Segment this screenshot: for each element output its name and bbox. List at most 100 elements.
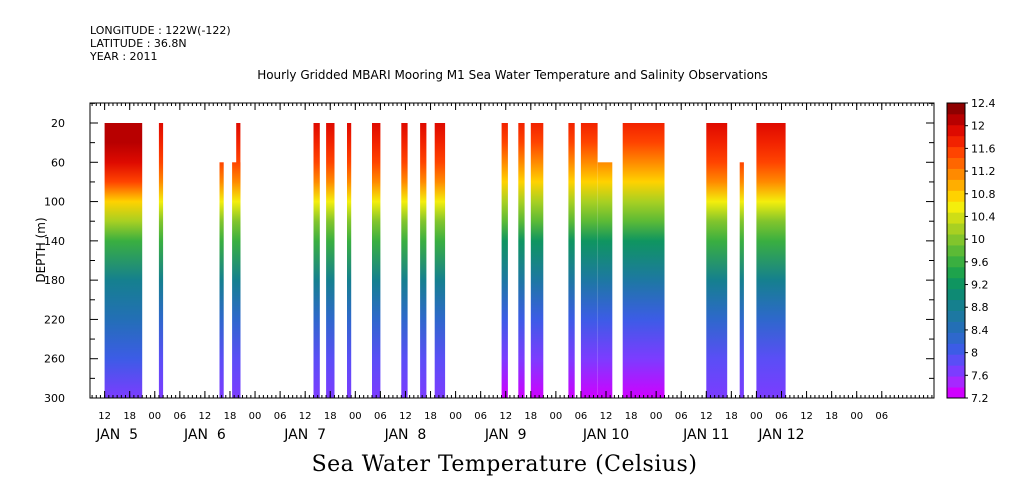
- colorbar-label: 11.6: [971, 142, 996, 155]
- y-tick-label: 300: [44, 392, 65, 405]
- longitude-label: LONGITUDE : 122W(-122): [90, 24, 231, 37]
- colorbar-swatch: [947, 179, 965, 191]
- x-hour-tick-label: 18: [725, 411, 738, 422]
- colorbar-swatch: [947, 365, 965, 377]
- x-hour-tick-label: 18: [324, 411, 337, 422]
- colorbar-label: 8: [971, 347, 978, 360]
- x-hour-tick-label: 00: [650, 411, 663, 422]
- variable-title: Sea Water Temperature (Celsius): [311, 452, 698, 477]
- data-segment-5: [236, 123, 241, 398]
- x-hour-tick-label: 06: [875, 411, 888, 422]
- data-segment-1: [104, 123, 143, 398]
- plot-frame: [89, 102, 935, 399]
- colorbar-label: 10.8: [971, 188, 996, 201]
- x-hour-tick-label: 12: [98, 411, 111, 422]
- colorbar-swatch: [947, 103, 965, 115]
- x-day-label: JAN 11: [682, 427, 729, 443]
- y-axis: 20 60 100 140 180 220 260 300: [44, 102, 934, 405]
- colorbar-swatch: [947, 288, 965, 301]
- colorbar-swatch: [947, 376, 965, 388]
- x-hour-tick-label: 12: [399, 411, 412, 422]
- data-segment-2: [158, 123, 164, 398]
- x-hour-tick-label: 06: [575, 411, 588, 422]
- x-day-label: JAN 12: [757, 427, 804, 443]
- x-hour-tick-label: 06: [173, 411, 186, 422]
- x-hour-tick-label: 06: [675, 411, 688, 422]
- x-hour-tick-label: 18: [625, 411, 638, 422]
- colorbar-frame: [946, 102, 966, 399]
- colorbar-label: 7.6: [971, 369, 989, 382]
- colorbar-label: 8.8: [971, 301, 989, 314]
- x-day-label: JAN 5: [95, 427, 138, 443]
- x-hour-tick-label: 18: [524, 411, 537, 422]
- colorbar-swatch: [947, 201, 965, 213]
- colorbar-swatch: [947, 245, 965, 257]
- x-hour-tick-label: 00: [750, 411, 763, 422]
- data-segment-22: [756, 123, 786, 398]
- data-segment-12: [434, 123, 446, 398]
- x-hour-tick-label: 06: [374, 411, 387, 422]
- x-hour-tick-label: 06: [274, 411, 287, 422]
- latitude-label: LATITUDE : 36.8N: [90, 37, 187, 50]
- colorbar-label: 8.4: [971, 324, 989, 337]
- x-day-label: JAN 6: [183, 427, 226, 443]
- y-tick-label: 260: [44, 353, 65, 366]
- y-tick-label: 20: [51, 117, 65, 130]
- colorbar-swatch: [947, 223, 965, 235]
- data-segment-21: [739, 162, 744, 398]
- x-hour-tick-label: 18: [224, 411, 237, 422]
- y-axis-label: DEPTH (m): [34, 217, 48, 282]
- y-tick-label: 180: [44, 274, 65, 287]
- y-tick-label: 140: [44, 235, 65, 248]
- colorbar-swatch: [947, 321, 965, 333]
- colorbar-label: 10.4: [971, 210, 996, 223]
- x-hour-tick-label: 00: [349, 411, 362, 422]
- colorbar-label: 12: [971, 120, 985, 133]
- colorbar-swatch: [947, 310, 965, 322]
- year-label: YEAR : 2011: [90, 50, 158, 63]
- colorbar-swatch: [947, 354, 965, 366]
- data-segment-11: [420, 123, 427, 398]
- x-hour-tick-label: 12: [800, 411, 813, 422]
- x-hour-tick-label: 00: [148, 411, 161, 422]
- data-segment-15: [530, 123, 544, 398]
- x-day-label: JAN 7: [283, 427, 326, 443]
- colorbar-swatch: [947, 255, 965, 268]
- x-hour-tick-label: 12: [199, 411, 212, 422]
- colorbar-swatch: [947, 113, 965, 126]
- colorbar-swatch: [947, 212, 965, 224]
- colorbar-swatch: [947, 124, 965, 137]
- data-segment-18: [597, 162, 613, 398]
- colorbar-swatch: [947, 277, 965, 290]
- colorbar-swatch: [947, 387, 965, 399]
- x-day-label: JAN 8: [384, 427, 427, 443]
- x-hour-tick-label: 00: [449, 411, 462, 422]
- data-segment-3: [219, 162, 224, 398]
- x-hour-tick-label: 12: [299, 411, 312, 422]
- x-hour-tick-label: 06: [474, 411, 487, 422]
- colorbar-swatch: [947, 343, 965, 355]
- colorbar-swatch: [947, 168, 965, 180]
- x-hour-tick-label: 18: [424, 411, 437, 422]
- data-segment-14: [518, 123, 525, 398]
- x-hour-tick-label: 00: [850, 411, 863, 422]
- x-day-label: JAN 10: [582, 427, 629, 443]
- x-hour-tick-label: 00: [550, 411, 563, 422]
- data-segment-7: [326, 123, 335, 398]
- x-hour-tick-label: 18: [123, 411, 136, 422]
- data-segment-8: [347, 123, 352, 398]
- colorbar-label: 10: [971, 233, 985, 246]
- colorbar-label: 7.2: [971, 392, 989, 405]
- x-hour-tick-label: 00: [249, 411, 262, 422]
- x-day-label: JAN 9: [484, 427, 527, 443]
- data-segment-17: [580, 123, 598, 398]
- colorbar-swatch: [947, 135, 965, 148]
- data-segment-13: [501, 123, 508, 398]
- x-hour-tick-label: 18: [825, 411, 838, 422]
- y-tick-label: 100: [44, 196, 65, 209]
- colorbar-swatch: [947, 234, 965, 246]
- chart-title: Hourly Gridded MBARI Mooring M1 Sea Wate…: [257, 68, 768, 82]
- colorbar-swatch: [947, 332, 965, 344]
- data-segment-9: [372, 123, 381, 398]
